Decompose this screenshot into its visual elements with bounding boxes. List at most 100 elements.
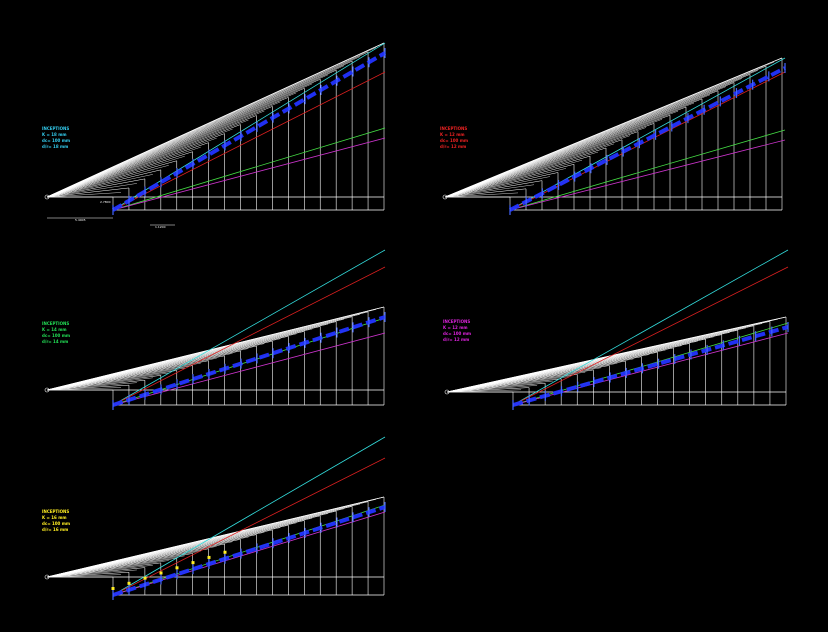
legend-line: K = 12 mm [443, 325, 468, 330]
fan-line [46, 156, 185, 198]
legend-line: d/r= 12 mm [443, 337, 469, 342]
fan-line [444, 176, 551, 198]
yellow-marker [143, 576, 147, 580]
fan-line [444, 139, 623, 198]
fan-line [46, 124, 241, 198]
legend-line: INCEPTIONS [440, 126, 467, 131]
fan-line [46, 192, 121, 198]
fan-line [46, 165, 169, 198]
fan-line [46, 169, 161, 198]
legend-line: d/r= 12 mm [440, 144, 466, 149]
legend-line: d/r= 16 mm [42, 527, 68, 532]
legend-line: K = 12 mm [440, 132, 465, 137]
fan-line [46, 382, 137, 391]
fan-line [446, 389, 522, 393]
yellow-marker [127, 581, 131, 585]
top-chord [46, 306, 385, 391]
red-curve [512, 266, 789, 406]
yellow-marker [223, 550, 227, 554]
fan-line [46, 569, 137, 578]
fan-line [46, 174, 153, 198]
legend-line: INCEPTIONS [42, 126, 69, 131]
fan-line [446, 387, 530, 393]
fan-line [444, 172, 559, 198]
fan-line [46, 146, 201, 198]
magenta-curve [112, 332, 386, 406]
fan-line [46, 133, 225, 198]
fan-line [46, 574, 121, 578]
fan-line [46, 160, 177, 198]
legend-line: INCEPTIONS [443, 319, 470, 324]
fan-line [444, 184, 535, 198]
fan-line [444, 192, 519, 198]
fan-line [46, 567, 145, 578]
fan-line [46, 115, 257, 198]
fan-line [46, 572, 129, 578]
red-curve [112, 266, 386, 406]
legend-line: dc= 100 mm [443, 331, 471, 336]
legend-line: K = 16 mm [42, 515, 67, 520]
legend-line: dc= 100 mm [42, 521, 70, 526]
fan-line [444, 168, 567, 198]
fan-line [444, 160, 583, 198]
magenta-curve [112, 137, 386, 211]
legend-line: dc= 100 mm [440, 138, 468, 143]
legend-line: INCEPTIONS [42, 509, 69, 514]
yellow-marker [175, 566, 179, 570]
cyan-curve [112, 42, 386, 211]
yellow-marker [159, 571, 163, 575]
fan-line [46, 375, 161, 391]
fan-line [46, 379, 145, 391]
top-chord [444, 57, 783, 198]
fan-line [444, 180, 543, 198]
legend-line: dc= 100 mm [42, 333, 70, 338]
fan-line [46, 137, 217, 198]
fan-line [46, 387, 121, 391]
legend-line: d/r= 18 mm [42, 144, 68, 149]
fan-line [46, 562, 161, 578]
fan-line [46, 384, 129, 391]
yellow-marker [111, 587, 115, 590]
cyan-curve [112, 249, 386, 406]
cyan-curve [509, 57, 786, 211]
top-chord [46, 42, 385, 198]
blue-envelope [112, 505, 386, 597]
fan-line [446, 382, 546, 393]
dimension-label: 1.1200 [155, 225, 166, 229]
dimension-label: 5.4005 [75, 218, 86, 222]
fan-line [444, 151, 599, 198]
blue-envelope [512, 325, 789, 407]
yellow-marker [207, 555, 211, 559]
legend-line: K = 14 mm [42, 327, 67, 332]
legend-line: d/r= 14 mm [42, 339, 68, 344]
blue-envelope [112, 51, 386, 212]
top-chord [46, 496, 385, 578]
red-curve [112, 457, 386, 596]
green-curve [509, 129, 786, 211]
blue-envelope [112, 315, 386, 407]
fan-line [444, 155, 591, 198]
legend-line: INCEPTIONS [42, 321, 69, 326]
green-curve [112, 127, 386, 211]
cyan-curve [112, 436, 386, 596]
red-curve [112, 71, 386, 211]
fan-line [444, 188, 527, 198]
fan-line [46, 187, 129, 198]
fan-line [46, 151, 193, 198]
magenta-curve [509, 139, 786, 211]
legend-line: dc= 100 mm [42, 138, 70, 143]
fan-line [46, 183, 137, 198]
dimension-label: 2.7800 [100, 200, 111, 204]
top-chord [446, 316, 787, 393]
